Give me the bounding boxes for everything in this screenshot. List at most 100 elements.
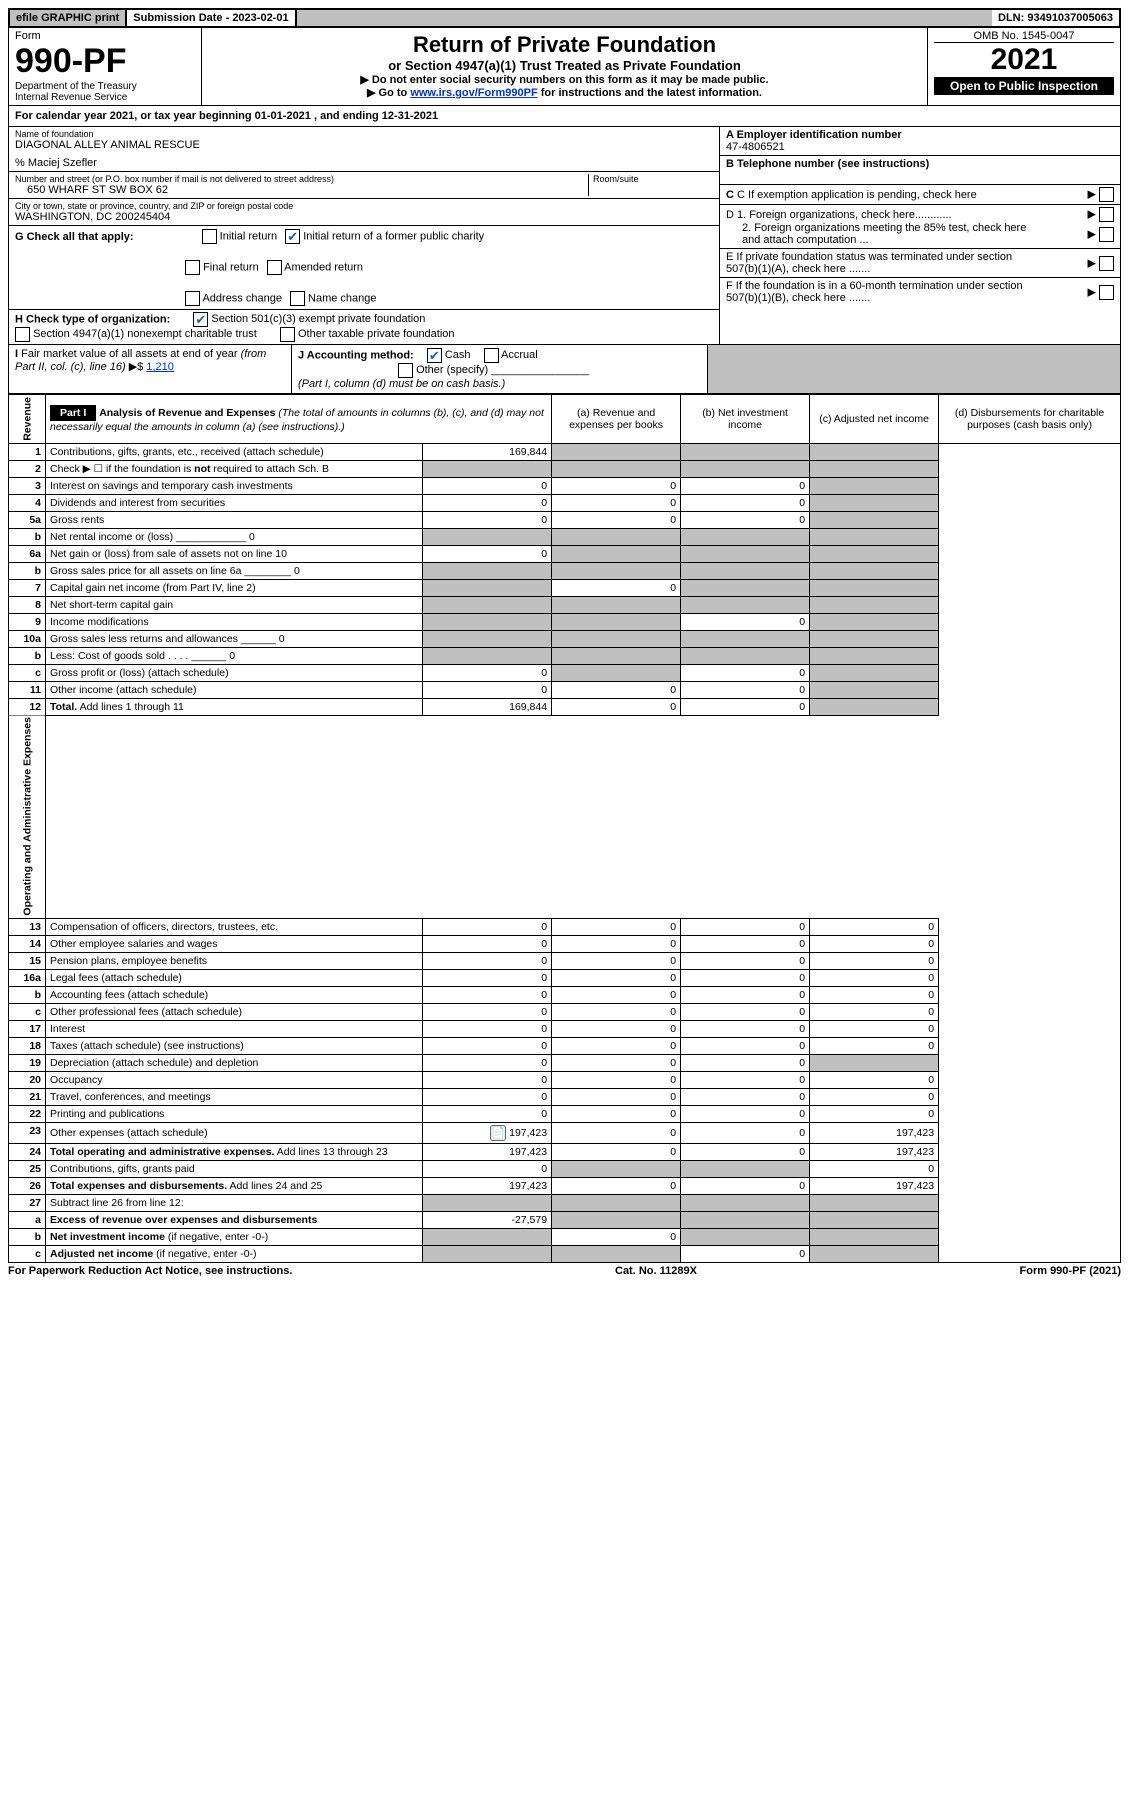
checkbox-other[interactable] <box>398 363 413 378</box>
form-header: Form 990-PF Department of the Treasury I… <box>8 28 1121 106</box>
entity-info: Name of foundation DIAGONAL ALLEY ANIMAL… <box>8 127 1121 345</box>
i-value[interactable]: 1,210 <box>146 361 174 373</box>
table-row: 18 Taxes (attach schedule) (see instruct… <box>9 1038 1121 1055</box>
table-row: 23 Other expenses (attach schedule) 📄 19… <box>9 1123 1121 1144</box>
col-b-hdr: (b) Net investment income <box>681 395 810 444</box>
table-row: 15 Pension plans, employee benefits 0 0 … <box>9 953 1121 970</box>
checkbox-name-change[interactable] <box>290 291 305 306</box>
checkbox-4947[interactable] <box>15 327 30 342</box>
checkbox-final-return[interactable] <box>185 260 200 275</box>
dln: DLN: 93491037005063 <box>992 10 1119 26</box>
topbar-spacer <box>297 10 992 26</box>
attachment-icon[interactable]: 📄 <box>490 1125 506 1141</box>
instructions-link[interactable]: www.irs.gov/Form990PF <box>410 87 537 99</box>
instr-2: ▶ Go to www.irs.gov/Form990PF for instru… <box>206 86 923 99</box>
street: 650 WHARF ST SW BOX 62 <box>15 184 584 196</box>
checkbox-initial-return[interactable] <box>202 229 217 244</box>
col-c-hdr: (c) Adjusted net income <box>810 395 939 444</box>
city: WASHINGTON, DC 200245404 <box>15 211 713 223</box>
table-row: 10a Gross sales less returns and allowan… <box>9 630 1121 647</box>
side-label-expenses: Operating and Administrative Expenses <box>9 715 46 919</box>
col-a-hdr: (a) Revenue and expenses per books <box>552 395 681 444</box>
checkbox-501c3[interactable]: ✔ <box>193 312 208 327</box>
form-title: Return of Private Foundation <box>206 32 923 58</box>
table-row: 21 Travel, conferences, and meetings 0 0… <box>9 1089 1121 1106</box>
checkbox-cash[interactable]: ✔ <box>427 348 442 363</box>
table-row: 11 Other income (attach schedule) 0 0 0 <box>9 681 1121 698</box>
table-row: 1 Contributions, gifts, grants, etc., re… <box>9 443 1121 460</box>
table-row: 17 Interest 0 0 0 0 <box>9 1021 1121 1038</box>
page-footer: For Paperwork Reduction Act Notice, see … <box>8 1263 1121 1277</box>
checkbox-f[interactable] <box>1099 285 1114 300</box>
ein: 47-4806521 <box>726 141 1114 153</box>
foundation-name: DIAGONAL ALLEY ANIMAL RESCUE <box>15 139 713 151</box>
table-row: 26 Total expenses and disbursements. Add… <box>9 1178 1121 1195</box>
j-label: J Accounting method: <box>298 349 414 361</box>
table-row: 22 Printing and publications 0 0 0 0 <box>9 1106 1121 1123</box>
table-row: 7 Capital gain net income (from Part IV,… <box>9 579 1121 596</box>
checkbox-initial-former[interactable]: ✔ <box>285 229 300 244</box>
ein-label: A Employer identification number <box>726 129 1114 141</box>
d2-label: 2. Foreign organizations meeting the 85%… <box>726 222 1042 246</box>
checkbox-other-taxable[interactable] <box>280 327 295 342</box>
e-label: E If private foundation status was termi… <box>726 251 1046 275</box>
table-row: a Excess of revenue over expenses and di… <box>9 1212 1121 1229</box>
table-row: 12 Total. Add lines 1 through 11 169,844… <box>9 698 1121 715</box>
submission-date: Submission Date - 2023-02-01 <box>127 10 296 26</box>
f-label: F If the foundation is in a 60-month ter… <box>726 280 1046 304</box>
table-row: b Net investment income (if negative, en… <box>9 1229 1121 1246</box>
h-section: H Check type of organization: ✔ Section … <box>9 310 719 344</box>
c-label: C C If exemption application is pending,… <box>726 189 977 201</box>
checkbox-c[interactable] <box>1099 187 1114 202</box>
table-row: 14 Other employee salaries and wages 0 0… <box>9 936 1121 953</box>
table-row: 25 Contributions, gifts, grants paid 0 0 <box>9 1161 1121 1178</box>
table-row: b Less: Cost of goods sold . . . . _____… <box>9 647 1121 664</box>
tax-year: 2021 <box>934 43 1114 77</box>
checkbox-address-change[interactable] <box>185 291 200 306</box>
dept-1: Department of the Treasury <box>15 81 195 92</box>
dept-2: Internal Revenue Service <box>15 92 195 103</box>
checkbox-d2[interactable] <box>1099 227 1114 242</box>
col-d-hdr: (d) Disbursements for charitable purpose… <box>939 395 1121 444</box>
checkbox-accrual[interactable] <box>484 348 499 363</box>
table-row: b Accounting fees (attach schedule) 0 0 … <box>9 987 1121 1004</box>
part1-label: Part I <box>50 405 96 421</box>
calendar-year: For calendar year 2021, or tax year begi… <box>8 106 1121 127</box>
instr-1: ▶ Do not enter social security numbers o… <box>206 73 923 86</box>
j-note: (Part I, column (d) must be on cash basi… <box>298 378 505 390</box>
table-row: 20 Occupancy 0 0 0 0 <box>9 1072 1121 1089</box>
checkbox-e[interactable] <box>1099 256 1114 271</box>
table-row: c Adjusted net income (if negative, ente… <box>9 1246 1121 1263</box>
i-label: I Fair market value of all assets at end… <box>15 348 266 373</box>
street-label: Number and street (or P.O. box number if… <box>15 174 584 184</box>
table-row: 24 Total operating and administrative ex… <box>9 1144 1121 1161</box>
table-row: 13 Compensation of officers, directors, … <box>9 919 1121 936</box>
footer-mid: Cat. No. 11289X <box>615 1265 697 1277</box>
checkbox-d1[interactable] <box>1099 207 1114 222</box>
footer-right: Form 990-PF (2021) <box>1020 1265 1122 1277</box>
table-row: b Net rental income or (loss) __________… <box>9 528 1121 545</box>
top-bar: efile GRAPHIC print Submission Date - 20… <box>8 8 1121 28</box>
form-subtitle: or Section 4947(a)(1) Trust Treated as P… <box>206 58 923 73</box>
form-number: 990-PF <box>15 42 195 81</box>
g-section: G Check all that apply: Initial return ✔… <box>9 226 719 310</box>
open-to-public: Open to Public Inspection <box>934 77 1114 95</box>
analysis-table: Revenue Part I Analysis of Revenue and E… <box>8 394 1121 1263</box>
table-row: 8 Net short-term capital gain <box>9 596 1121 613</box>
table-row: c Gross profit or (loss) (attach schedul… <box>9 664 1121 681</box>
city-label: City or town, state or province, country… <box>15 201 713 211</box>
form-label: Form <box>15 30 195 42</box>
care-of: % Maciej Szefler <box>15 157 713 169</box>
omb-number: OMB No. 1545-0047 <box>934 30 1114 43</box>
room-label: Room/suite <box>593 174 713 184</box>
table-row: 9 Income modifications 0 <box>9 613 1121 630</box>
table-row: 2 Check ▶ ☐ if the foundation is not req… <box>9 460 1121 477</box>
table-row: 3 Interest on savings and temporary cash… <box>9 477 1121 494</box>
d1-label: D 1. Foreign organizations, check here..… <box>726 209 952 221</box>
table-row: 19 Depreciation (attach schedule) and de… <box>9 1055 1121 1072</box>
table-row: b Gross sales price for all assets on li… <box>9 562 1121 579</box>
part1-title: Analysis of Revenue and Expenses <box>99 407 275 419</box>
table-row: 16a Legal fees (attach schedule) 0 0 0 0 <box>9 970 1121 987</box>
efile-label: efile GRAPHIC print <box>10 10 127 26</box>
checkbox-amended[interactable] <box>267 260 282 275</box>
